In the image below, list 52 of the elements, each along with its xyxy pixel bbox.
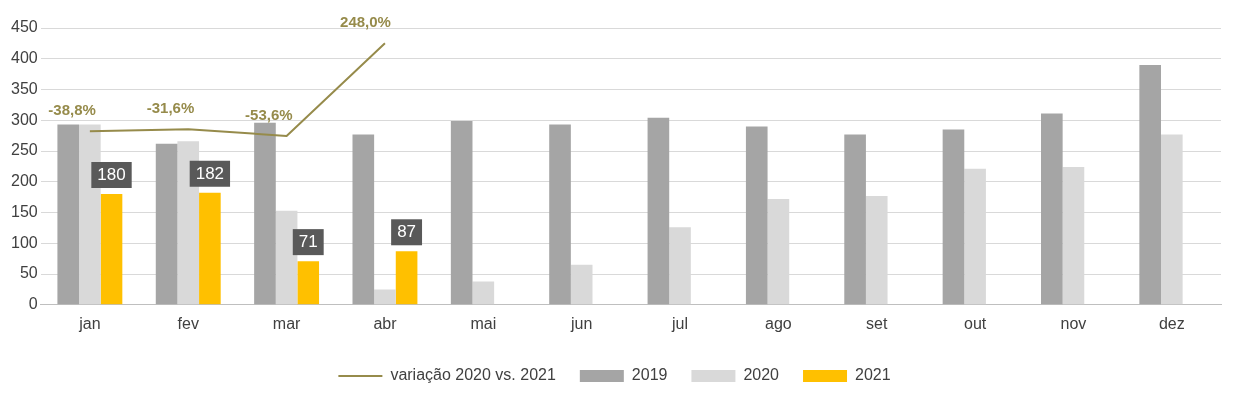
y-tick-label: 100	[10, 233, 38, 251]
bar	[450, 120, 473, 305]
legend-label: 2019	[631, 366, 668, 384]
bar	[155, 143, 178, 305]
y-tick-label: 50	[19, 264, 38, 282]
bar	[745, 126, 768, 305]
bar	[549, 124, 571, 305]
x-tick-label: dez	[1158, 314, 1185, 332]
data-label: 180	[97, 164, 126, 184]
data-label: 182	[195, 163, 225, 183]
legend-label: 2021	[855, 366, 891, 384]
x-tick-label: set	[866, 314, 888, 332]
bar	[1139, 64, 1161, 305]
bar	[254, 122, 276, 305]
x-tick-label: out	[963, 314, 987, 332]
legend-label: variação 2020 vs. 2021	[390, 366, 556, 384]
bar	[395, 251, 418, 305]
data-label: -38,8%	[48, 101, 96, 119]
bar	[942, 129, 965, 305]
x-tick-label: mai	[470, 314, 497, 332]
y-tick-label: 0	[28, 295, 38, 313]
y-tick-label: 150	[10, 202, 38, 220]
x-tick-label: nov	[1060, 314, 1087, 332]
y-tick-label: 450	[10, 18, 38, 36]
bar	[297, 261, 320, 305]
x-tick-label: fev	[177, 314, 199, 332]
data-label: 71	[298, 231, 318, 251]
bar	[844, 134, 866, 305]
data-label: -53,6%	[245, 106, 293, 124]
bar	[57, 124, 80, 305]
bar	[352, 134, 375, 305]
data-label: 87	[397, 221, 417, 241]
bar	[100, 194, 123, 305]
bar	[472, 281, 495, 305]
data-label: 248,0%	[340, 13, 391, 31]
x-tick-label: jul	[671, 314, 689, 332]
x-tick-label: mar	[272, 314, 302, 332]
x-tick-label: jun	[569, 314, 593, 332]
x-tick-label: abr	[373, 314, 398, 332]
x-tick-label: jan	[78, 314, 101, 332]
y-tick-label: 300	[10, 110, 38, 128]
y-tick-label: 250	[10, 141, 38, 159]
bar	[647, 117, 670, 305]
y-tick-label: 350	[10, 79, 38, 97]
y-tick-label: 400	[10, 49, 38, 67]
bar	[199, 192, 221, 305]
x-tick-label: ago	[765, 314, 792, 332]
bar	[1041, 113, 1063, 305]
y-tick-label: 200	[10, 172, 38, 190]
data-label: -31,6%	[146, 99, 195, 117]
legend-label: 2020	[743, 366, 780, 384]
bar	[374, 289, 396, 305]
